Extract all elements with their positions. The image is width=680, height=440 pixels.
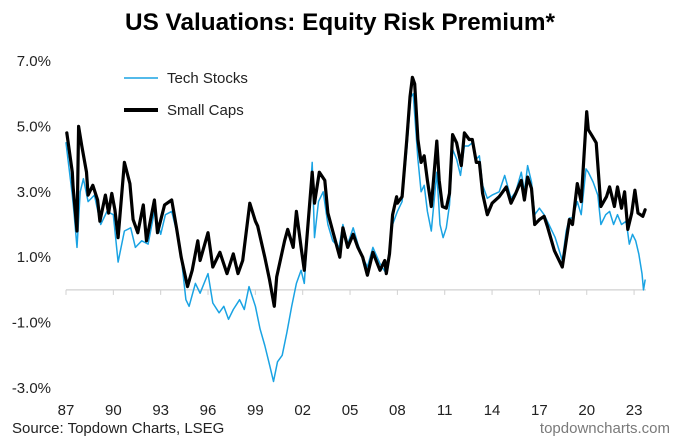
legend-label-tech-stocks: Tech Stocks	[167, 70, 248, 87]
x-tick-label: 05	[342, 402, 359, 419]
source-note: Source: Topdown Charts, LSEG	[12, 420, 224, 437]
x-tick-label: 08	[389, 402, 406, 419]
y-tick-label: 7.0%	[17, 53, 51, 70]
x-tick-label: 23	[626, 402, 643, 419]
series-line-small-caps	[65, 75, 647, 308]
x-tick-label: 99	[247, 402, 264, 419]
x-tick-label: 02	[294, 402, 311, 419]
x-tick-label: 11	[437, 402, 453, 419]
y-tick-label: 3.0%	[17, 184, 51, 201]
y-tick-label: -1.0%	[12, 315, 51, 332]
watermark: topdowncharts.com	[540, 420, 670, 437]
y-tick-label: 1.0%	[17, 249, 51, 266]
plot-area	[65, 75, 647, 383]
chart-title: US Valuations: Equity Risk Premium*	[125, 9, 556, 36]
x-tick-label: 20	[578, 402, 595, 419]
y-axis: 7.0% 5.0% 3.0% 1.0% -1.0% -3.0%	[12, 53, 51, 397]
x-tick-label: 17	[531, 402, 548, 419]
x-tick-label: 93	[152, 402, 169, 419]
y-tick-label: 5.0%	[17, 118, 51, 135]
x-tick-label: 96	[200, 402, 217, 419]
x-axis: 87 90 93 96 99 02 05 08 11 14 17 20 23	[58, 289, 646, 419]
legend-label-small-caps: Small Caps	[167, 102, 244, 119]
x-tick-label: 87	[58, 402, 75, 419]
x-tick-label: 14	[484, 402, 501, 419]
legend: Tech Stocks Small Caps	[124, 70, 248, 119]
x-tick-label: 90	[105, 402, 122, 419]
y-tick-label: -3.0%	[12, 380, 51, 397]
